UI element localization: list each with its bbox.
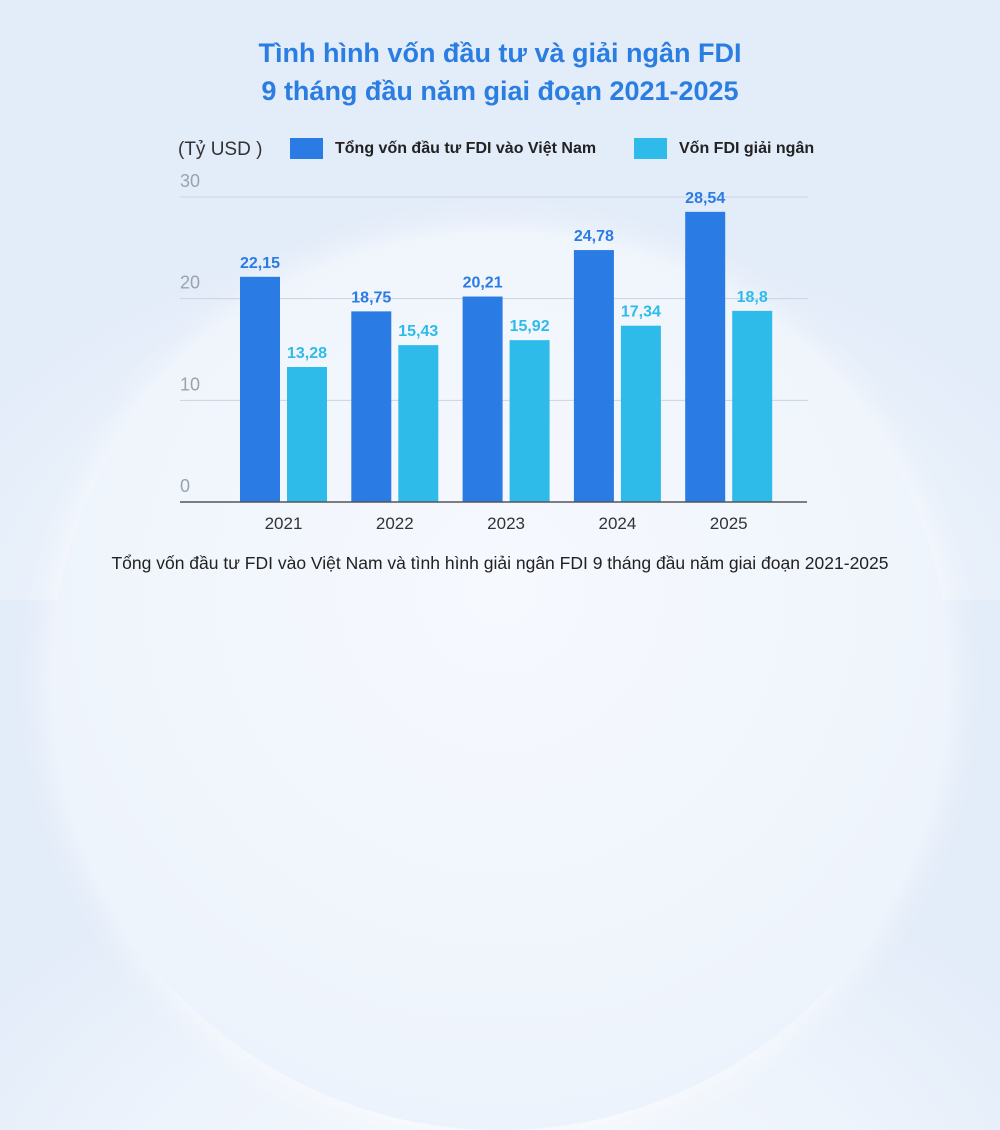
y-tick-label: 20 xyxy=(180,273,200,293)
legend-label-disbursed: Vốn FDI giải ngân xyxy=(679,139,815,157)
bar xyxy=(620,325,661,502)
data-label: 15,92 xyxy=(510,318,550,335)
y-tick-label: 30 xyxy=(180,171,200,191)
data-label: 15,43 xyxy=(398,323,438,340)
x-tick-label: 2021 xyxy=(265,514,303,533)
legend-swatch-total xyxy=(290,138,323,159)
bar xyxy=(732,310,773,502)
data-label: 20,21 xyxy=(463,275,503,292)
y-tick-label: 0 xyxy=(180,476,190,496)
bar xyxy=(509,340,550,502)
bar xyxy=(287,366,327,502)
bar xyxy=(462,296,503,502)
x-tick-label: 2025 xyxy=(710,514,748,533)
data-label: 28,54 xyxy=(685,190,725,207)
chart-title: Tình hình vốn đầu tư và giải ngân FDI 9 … xyxy=(0,34,1000,110)
bar xyxy=(351,311,392,502)
y-tick-label: 10 xyxy=(180,374,200,394)
x-tick-label: 2022 xyxy=(376,514,414,533)
bar xyxy=(240,276,280,502)
caption: Tổng vốn đầu tư FDI vào Việt Nam và tình… xyxy=(111,553,889,573)
legend-label-total: Tổng vốn đầu tư FDI vào Việt Nam xyxy=(335,139,597,157)
y-axis-unit: (Tỷ USD ) xyxy=(178,139,263,160)
legend-item-disbursed: Vốn FDI giải ngân xyxy=(634,138,814,159)
title-line-1: Tình hình vốn đầu tư và giải ngân FDI xyxy=(258,38,742,68)
legend-swatch-disbursed xyxy=(634,138,667,159)
data-label: 17,34 xyxy=(621,304,661,321)
bar xyxy=(573,250,614,502)
bar xyxy=(685,211,726,503)
x-tick-label: 2023 xyxy=(487,514,525,533)
data-label: 18,8 xyxy=(737,289,768,306)
x-tick-label: 2024 xyxy=(598,514,636,533)
data-label: 13,28 xyxy=(287,345,327,362)
data-label: 18,75 xyxy=(351,289,391,306)
bar xyxy=(398,345,439,502)
bar-chart: 0 10 20 30 22,15 13,28 2021 18,75 15,43 2022 20,21… xyxy=(180,171,808,533)
title-line-2: 9 tháng đầu năm giai đoạn 2021-2025 xyxy=(261,76,739,106)
data-label: 24,78 xyxy=(574,228,614,245)
data-label: 22,15 xyxy=(240,255,280,272)
legend-item-total: Tổng vốn đầu tư FDI vào Việt Nam xyxy=(290,138,596,159)
